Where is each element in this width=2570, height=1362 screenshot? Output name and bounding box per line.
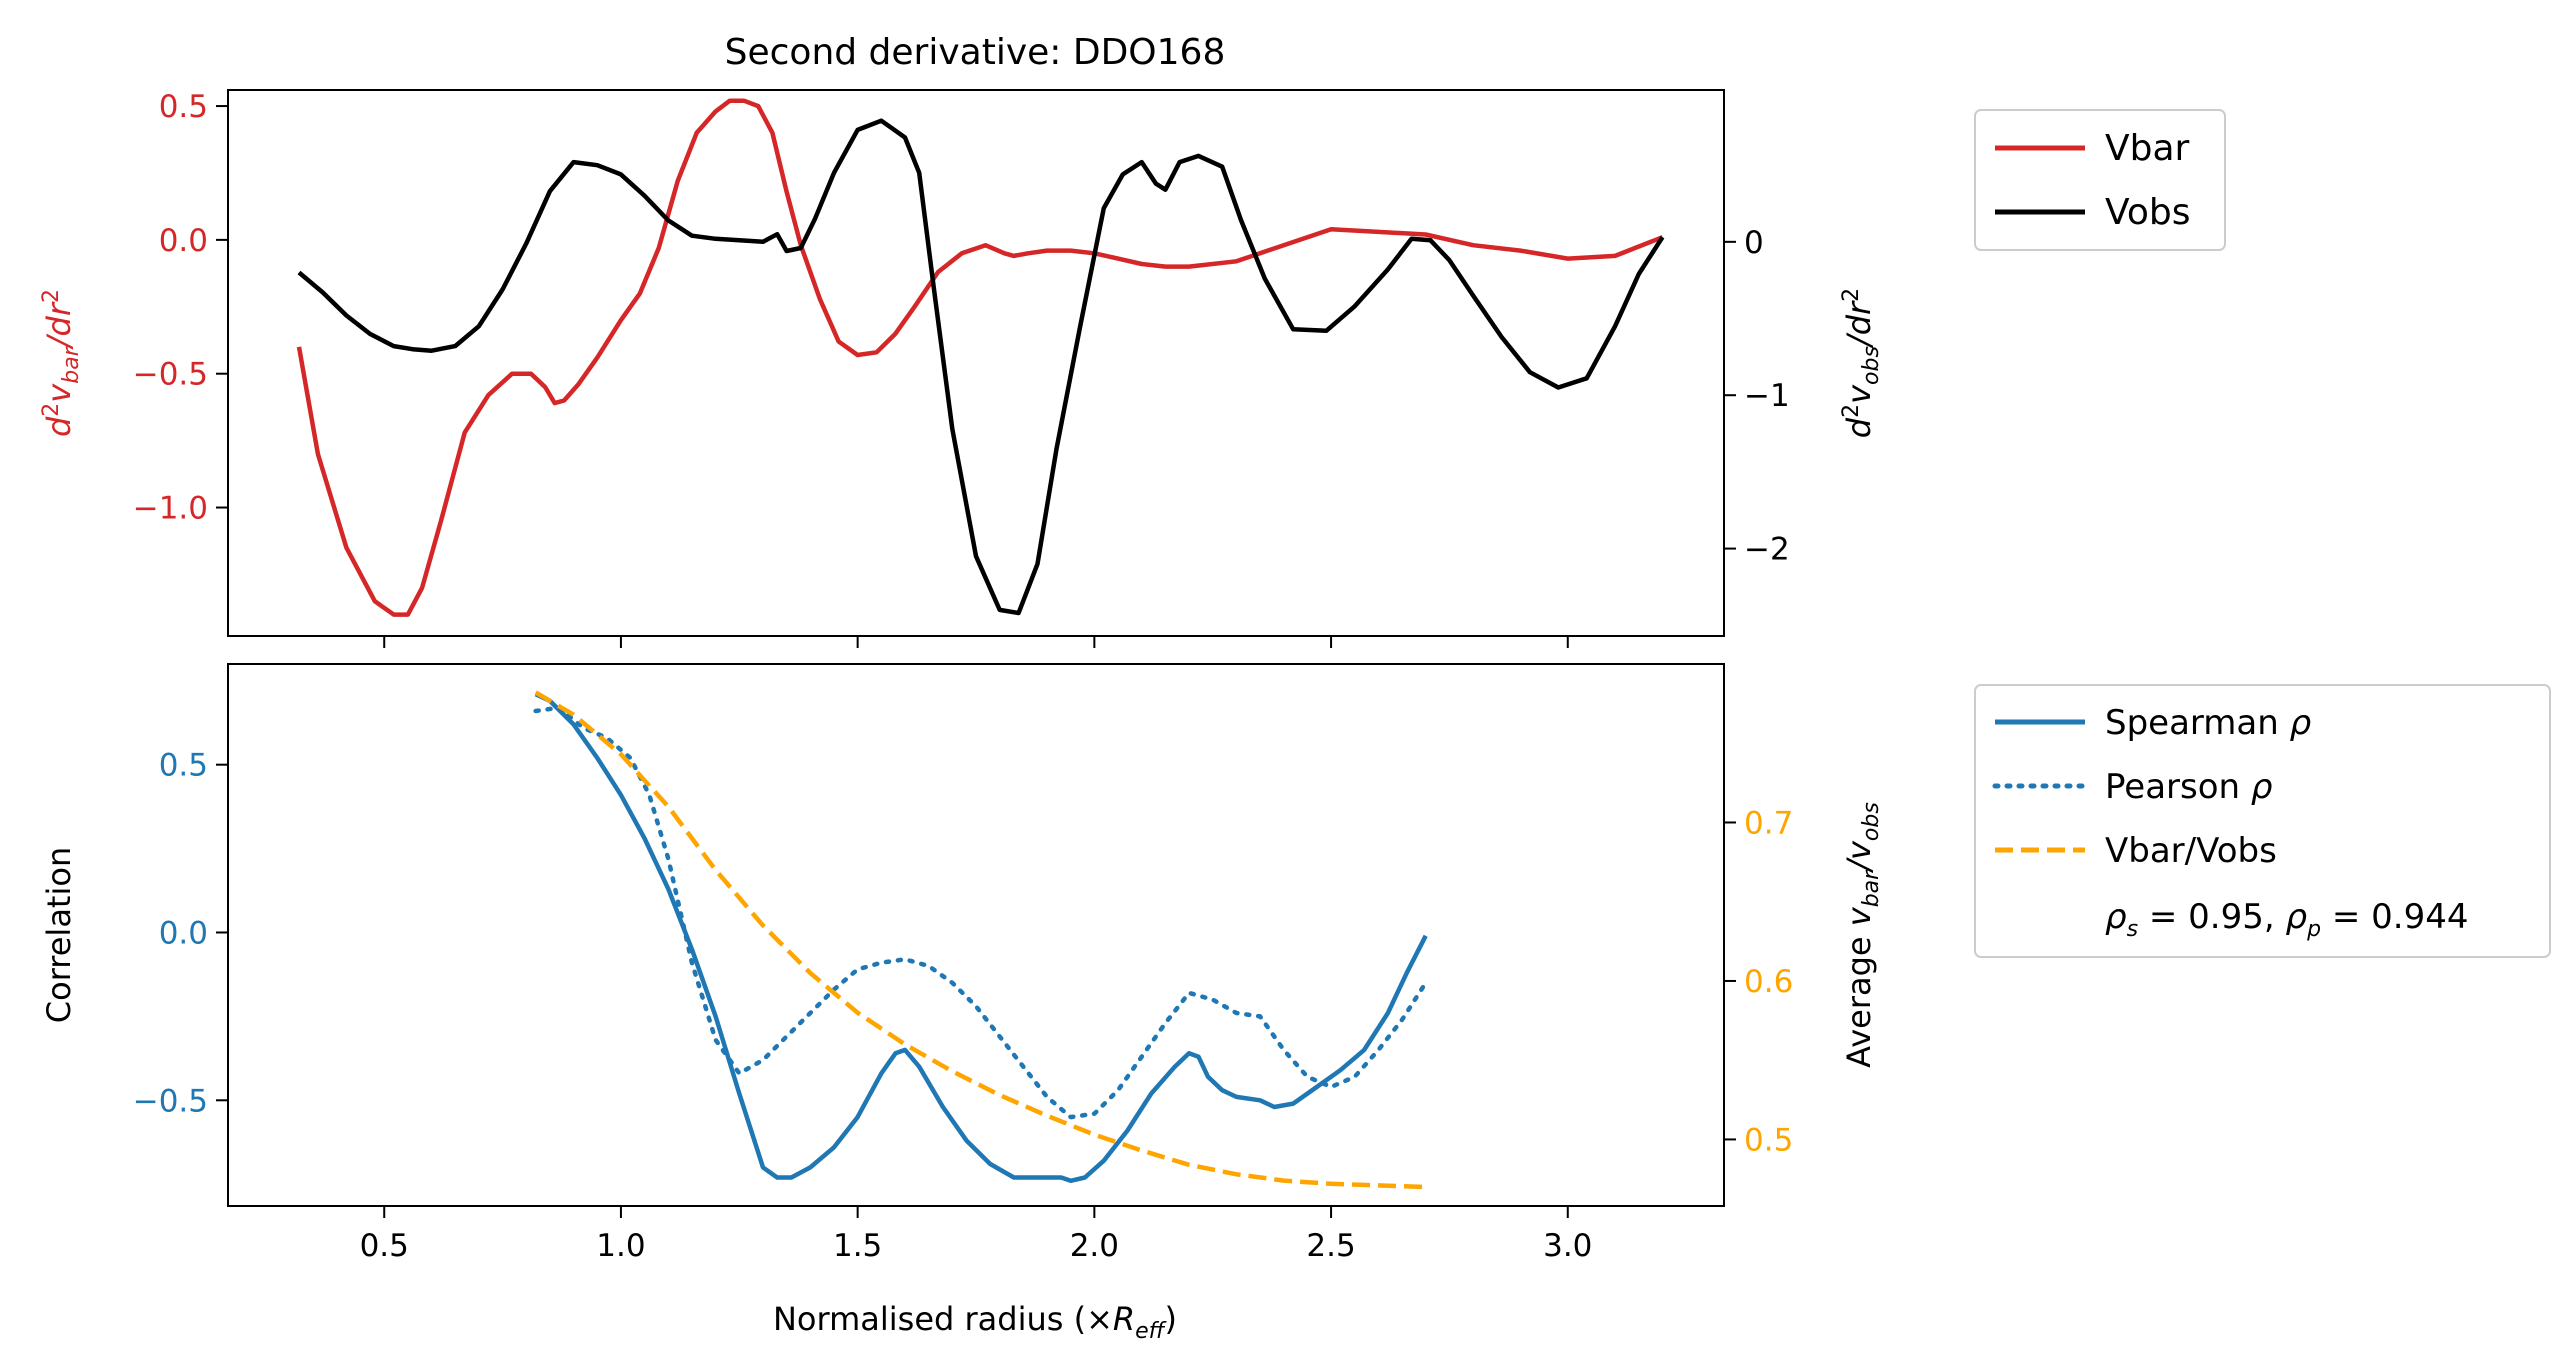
left-tick-label: 0.0 bbox=[159, 223, 208, 259]
series-line-vbar-vobs bbox=[534, 690, 1426, 1190]
x-tick-label: 3.0 bbox=[1543, 1228, 1592, 1264]
legend-pearson-label: Pearson ρ bbox=[2105, 767, 2273, 807]
top-x-axis bbox=[383, 636, 1569, 648]
x-tick-label: 0.5 bbox=[360, 1228, 409, 1264]
right-tick-label: 0.6 bbox=[1744, 964, 1793, 1000]
top-left-axis: 0.5 0.0 −0.5 −1.0 bbox=[133, 89, 228, 527]
top-panel: 0.50.0−0.5−1.0 0−1−2 d2vbar/dr2 d2vobs/d… bbox=[39, 89, 1884, 648]
series-line-vbar bbox=[296, 98, 1664, 617]
bottom-right-axis: 0.7 0.6 0.5 bbox=[1724, 805, 1793, 1158]
left-tick-label: 0.0 bbox=[159, 915, 208, 951]
x-tick-label: 2.5 bbox=[1306, 1228, 1355, 1264]
bottom-left-axis: 0.5 0.0 −0.5 bbox=[133, 748, 228, 1119]
bottom-left-axis-label: Correlation bbox=[40, 847, 78, 1023]
series-line-pearson bbox=[533, 705, 1428, 1120]
left-tick-label: −0.5 bbox=[133, 357, 208, 393]
bottom-series-group bbox=[533, 690, 1428, 1190]
right-tick-label: −1 bbox=[1744, 378, 1790, 414]
chart-title: Second derivative: DDO168 bbox=[725, 32, 1226, 73]
x-tick-label: 1.5 bbox=[833, 1228, 882, 1264]
bottom-panel-frame bbox=[227, 663, 1725, 1207]
right-tick-label: 0 bbox=[1744, 225, 1764, 261]
left-tick-label: −1.0 bbox=[133, 491, 208, 527]
series-line-spearman bbox=[534, 692, 1428, 1184]
legend-vbar-label: Vbar bbox=[2105, 128, 2190, 169]
legend-spearman-label: Spearman ρ bbox=[2105, 703, 2312, 743]
legend-ratio-label: Vbar/Vobs bbox=[2105, 831, 2277, 871]
right-tick-label: 0.5 bbox=[1744, 1122, 1793, 1158]
legend-top-frame bbox=[1974, 109, 2226, 251]
left-tick-label: 0.5 bbox=[159, 89, 208, 125]
x-tick-label: 1.0 bbox=[596, 1228, 645, 1264]
legend-top: Vbar Vobs bbox=[1974, 109, 2226, 251]
legend-correlation-annotation: ρs = 0.95, ρp = 0.944 bbox=[2105, 897, 2469, 942]
legend-vobs-label: Vobs bbox=[2105, 192, 2190, 233]
top-right-axis: 0 −1 −2 bbox=[1724, 225, 1790, 568]
top-series-group bbox=[296, 98, 1665, 617]
left-tick-label: 0.5 bbox=[159, 748, 208, 784]
x-tick-label: 2.0 bbox=[1070, 1228, 1119, 1264]
x-axis-label: Normalised radius (×Reff) bbox=[773, 1300, 1177, 1344]
right-tick-label: −2 bbox=[1744, 532, 1790, 568]
legend-bottom: Spearman ρ Pearson ρ Vbar/Vobs ρs = 0.95… bbox=[1974, 684, 2551, 958]
right-tick-label: 0.7 bbox=[1744, 805, 1793, 841]
bottom-right-axis-label: Average vbar/vobs bbox=[1840, 802, 1884, 1068]
bottom-panel: 0.50.0−0.5 0.70.60.5 0.5 1.0 1.5 2.0 2.5 3.0 … bbox=[40, 663, 1884, 1264]
series-line-vobs bbox=[297, 118, 1665, 616]
legend-bottom-frame bbox=[1974, 684, 2551, 958]
top-panel-frame bbox=[227, 89, 1725, 637]
bottom-x-axis: 0.5 1.0 1.5 2.0 2.5 3.0 bbox=[360, 1206, 1592, 1264]
left-tick-label: −0.5 bbox=[133, 1083, 208, 1119]
